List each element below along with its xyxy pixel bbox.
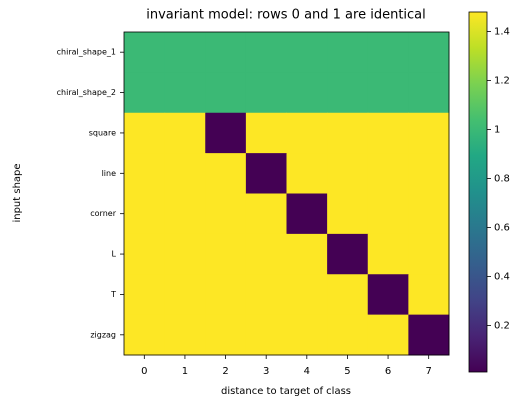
y-tick-label: corner: [90, 209, 116, 218]
x-tick-label: 2: [222, 366, 228, 377]
y-tick-label: line: [102, 169, 117, 178]
heatmap-cell: [408, 32, 450, 73]
heatmap-cell: [367, 153, 409, 194]
heatmap-cell: [286, 32, 328, 73]
heatmap-cell: [124, 72, 166, 114]
heatmap-cell: [286, 72, 328, 114]
x-tick-label: 3: [263, 366, 269, 377]
heatmap-cell: [327, 153, 369, 194]
heatmap-cell: [408, 153, 450, 194]
x-tick-label: 5: [344, 366, 350, 377]
heatmap-cell: [245, 193, 287, 235]
heatmap-cell: [205, 274, 247, 316]
colorbar-tick-label: 0.8: [494, 174, 510, 185]
colorbar-tick-label: 0.2: [494, 320, 510, 331]
heatmap-cell: [124, 193, 166, 235]
heatmap-cell: [164, 233, 206, 275]
heatmap-cell: [205, 193, 247, 235]
heatmap-cell: [245, 314, 287, 356]
heatmap-cell: [124, 314, 166, 356]
heatmap-cell: [286, 153, 328, 194]
heatmap-cell: [205, 72, 247, 114]
heatmap-cell: [367, 274, 409, 316]
heatmap-cell: [124, 274, 166, 316]
heatmap-cell: [164, 112, 206, 154]
heatmap-cell: [408, 233, 450, 275]
y-tick-label: chiral_shape_2: [57, 88, 116, 97]
heatmap-cell: [286, 112, 328, 154]
heatmap-cell: [245, 153, 287, 194]
heatmap-cell: [408, 274, 450, 316]
heatmap-cell: [367, 233, 409, 275]
colorbar-tick-label: 0.4: [494, 271, 510, 282]
heatmap-cell: [408, 112, 450, 154]
heatmap-cell: [367, 314, 409, 356]
heatmap-cell: [124, 233, 166, 275]
heatmap-cell: [245, 233, 287, 275]
heatmap-cell: [124, 153, 166, 194]
colorbar: [468, 11, 488, 373]
heatmap-cell: [327, 193, 369, 235]
heatmap-cell: [164, 32, 206, 73]
heatmap-cell: [164, 193, 206, 235]
heatmap-cell: [286, 233, 328, 275]
heatmap-cell: [164, 314, 206, 356]
heatmap-cell: [286, 274, 328, 316]
x-tick-label: 6: [385, 366, 391, 377]
heatmap-cell: [286, 314, 328, 356]
heatmap-cell: [205, 153, 247, 194]
heatmap-cell: [245, 112, 287, 154]
heatmap-cell: [408, 193, 450, 235]
x-axis-label: distance to target of class: [221, 386, 351, 397]
heatmap-cell: [124, 112, 166, 154]
y-tick-label: square: [89, 128, 116, 137]
heatmap-cell: [327, 112, 369, 154]
heatmap-cell: [245, 72, 287, 114]
heatmap-cell: [327, 274, 369, 316]
heatmap-cell: [205, 233, 247, 275]
x-tick-label: 0: [141, 366, 147, 377]
heatmap-cell: [205, 112, 247, 154]
heatmap-cell: [327, 314, 369, 356]
y-tick-label: T: [110, 290, 116, 299]
colorbar-tick-label: 1: [494, 125, 500, 136]
colorbar-tick-label: 1.4: [494, 27, 510, 38]
heatmap-cell: [245, 32, 287, 73]
heatmap-cell: [327, 233, 369, 275]
heatmap-cell: [408, 72, 450, 114]
x-tick-label: 4: [304, 366, 310, 377]
y-axis-label: input shape: [12, 163, 23, 222]
heatmap-cell: [124, 32, 166, 73]
heatmap-cell: [327, 32, 369, 73]
heatmap-cell: [327, 72, 369, 114]
heatmap-cell: [408, 314, 450, 356]
heatmap-cell: [286, 193, 328, 235]
heatmap-cell: [245, 274, 287, 316]
heatmap-cell: [205, 314, 247, 356]
heatmap-cell: [367, 72, 409, 114]
heatmap-cell: [164, 274, 206, 316]
chart-title: invariant model: rows 0 and 1 are identi…: [146, 8, 426, 23]
heatmap-cell: [367, 112, 409, 154]
heatmap-cell: [164, 72, 206, 114]
heatmap-cell: [164, 153, 206, 194]
colorbar-tick-label: 0.6: [494, 223, 510, 234]
colorbar-tick-label: 1.2: [494, 76, 510, 87]
y-tick-label: zigzag: [90, 330, 116, 339]
x-tick-label: 7: [426, 366, 432, 377]
heatmap-cell: [205, 32, 247, 73]
y-tick-label: L: [112, 250, 117, 259]
y-tick-label: chiral_shape_1: [57, 48, 116, 57]
heatmap-cell: [367, 32, 409, 73]
x-tick-label: 1: [182, 366, 188, 377]
heatmap-cell: [367, 193, 409, 235]
plot-frame: [123, 31, 450, 356]
